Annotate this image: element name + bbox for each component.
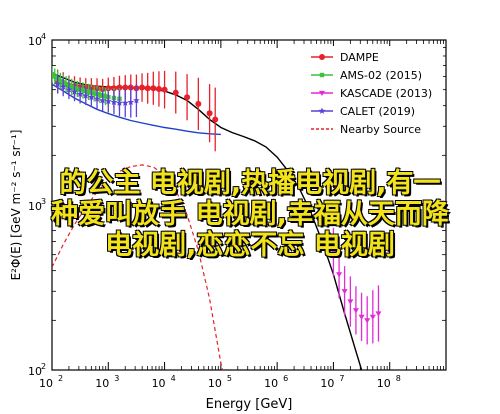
ams-02-point [52,74,57,79]
calet-point [59,83,67,90]
calet-point [127,98,135,106]
ams-02-point [97,92,103,98]
legend-label-ams-02: AMS-02 (2015) [340,69,422,82]
legend-marker-kascade [319,90,325,96]
x-tick-label: 10 [264,377,278,390]
y-axis-label: E²Φ(E) [GeV m⁻² s⁻¹ sr⁻¹] [9,130,23,281]
x-tick-label: 10 [152,377,166,390]
legend-label-kascade: KASCADE (2013) [340,87,432,100]
x-tick-label: 10 [39,377,53,390]
ams-02-point [52,72,55,77]
x-axis: 10 2 10 3 10 4 10 5 10 6 10 7 10 8 [39,40,401,390]
y-tick-label: 10 [28,200,42,213]
legend-marker-ams-02 [319,72,325,78]
kascade-point [358,314,365,320]
calet-point [93,95,101,102]
x-tick-label: 10 [377,377,391,390]
calet-point [99,96,107,104]
x-tick-label-exponent: 2 [58,374,63,383]
y-tick-label-exponent: 2 [41,362,46,371]
x-tick-label-exponent: 6 [283,374,288,383]
x-tick-label-exponent: 4 [171,374,176,383]
x-tick-label-exponent: 5 [227,374,232,383]
dampe-point [150,85,157,92]
ams-02-point [80,88,86,93]
dampe-point [144,85,151,92]
dampe-point [212,116,219,123]
y-tick-label-exponent: 3 [41,197,46,206]
dampe-point [161,86,168,93]
dampe-point [184,94,191,101]
calet-point [88,93,95,101]
data-points [52,66,382,345]
ams-02-point [75,86,80,92]
kascade-point [352,308,359,314]
kascade-point [369,314,376,320]
ams-02-point [58,78,63,84]
x-tick-label-exponent: 3 [114,374,119,383]
legend-marker-calet [318,107,326,114]
curve-nearby-source [52,164,224,370]
ams-02-point [91,91,97,96]
calet-point [133,96,140,104]
y-tick-label: 10 [28,35,42,48]
calet-point [110,98,118,106]
legend-label-nearby: Nearby Source [340,123,421,136]
x-axis-label: Energy [GeV] [206,397,293,412]
ams-02-point [86,89,91,95]
kascade-point [375,311,382,317]
dampe-point [172,89,179,96]
calet-point [104,97,112,105]
dampe-point [122,84,129,91]
legend-marker-dampe [319,54,325,60]
legend-label-dampe: DAMPE [340,51,379,64]
dampe-point [155,85,162,92]
dampe-point [195,100,202,107]
ams-02-point [69,84,74,90]
ams-02-point [103,94,108,99]
y-tick-label-exponent: 4 [41,32,46,41]
kascade-point [364,318,371,324]
x-tick-label-exponent: 8 [396,374,401,383]
dampe-point [116,84,123,91]
y-tick-label: 10 [28,365,42,378]
x-tick-label-exponent: 7 [339,374,344,383]
calet-point [71,88,78,95]
calet-point [54,80,62,88]
ams-02-point [63,81,69,87]
legend-label-calet: CALET (2019) [340,105,415,118]
kascade-point [336,272,343,278]
calet-point [116,99,123,106]
calet-point [76,90,84,97]
kascade-point [341,289,348,295]
x-tick-label: 10 [95,377,109,390]
dampe-point [139,84,146,91]
x-tick-label: 10 [208,377,222,390]
kascade-point [347,299,354,305]
calet-point [65,86,73,93]
legend: DAMPE AMS-02 (2015) KASCADE (2013) CALET (2… [305,46,443,140]
kascade-point [330,249,337,255]
calet-point [82,92,90,99]
x-tick-label: 10 [320,377,334,390]
calet-point [121,99,129,106]
dampe-point [206,110,213,117]
